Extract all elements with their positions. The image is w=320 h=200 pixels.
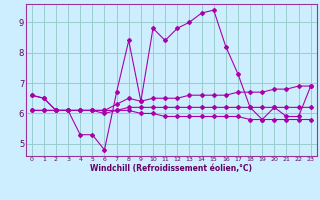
X-axis label: Windchill (Refroidissement éolien,°C): Windchill (Refroidissement éolien,°C) <box>90 164 252 173</box>
